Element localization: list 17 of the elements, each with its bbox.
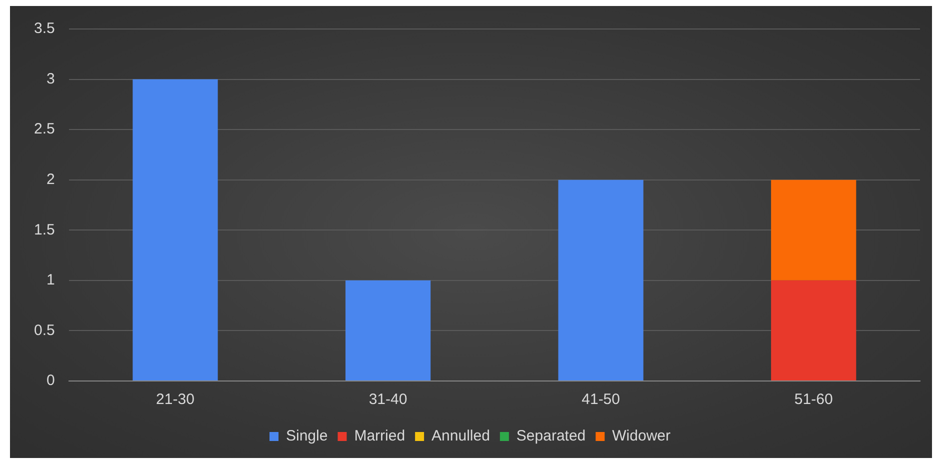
legend-label: Widower	[612, 428, 671, 445]
x-tick-label: 21-30	[156, 391, 194, 408]
y-tick-label: 1	[46, 272, 55, 289]
y-tick-label: 2.5	[34, 120, 55, 138]
y-tick-label: 1.5	[34, 221, 55, 238]
x-tick-label: 31-40	[368, 391, 408, 408]
y-tick-label: 3.5	[34, 20, 55, 38]
legend-label: Single	[286, 428, 328, 445]
legend-label: Separated	[516, 428, 586, 445]
x-tick-label: 41-50	[582, 391, 620, 408]
y-tick-label: 0.5	[34, 322, 55, 339]
legend-label: Married	[354, 428, 406, 445]
y-tick-label: 0	[46, 372, 55, 390]
y-tick-label: 2	[46, 171, 55, 188]
legend-label: Annulled	[432, 428, 490, 445]
x-tick-label: 51-60	[794, 391, 833, 408]
y-tick-label: 3	[46, 70, 55, 88]
